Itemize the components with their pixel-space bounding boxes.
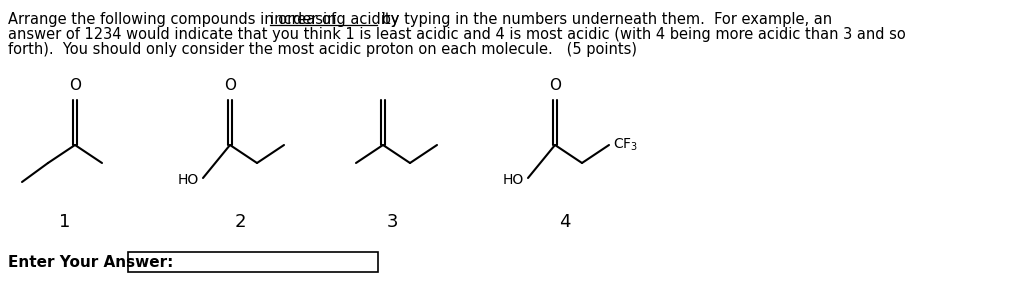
Bar <box>128 252 378 272</box>
Text: HO: HO <box>178 173 199 187</box>
Text: by typing in the numbers underneath them.  For example, an: by typing in the numbers underneath them… <box>377 12 833 27</box>
Text: forth).  You should only consider the most acidic proton on each molecule.   (5 : forth). You should only consider the mos… <box>8 42 637 57</box>
Text: 1: 1 <box>59 213 71 231</box>
Text: Enter Your Answer:: Enter Your Answer: <box>8 255 173 270</box>
Text: HO: HO <box>503 173 524 187</box>
Text: 3: 3 <box>386 213 397 231</box>
Text: 2: 2 <box>234 213 246 231</box>
Text: O: O <box>69 78 81 93</box>
Text: CF$_3$: CF$_3$ <box>613 137 638 153</box>
Text: increasing acidity: increasing acidity <box>269 12 399 27</box>
Text: answer of 1234 would indicate that you think 1 is least acidic and 4 is most aci: answer of 1234 would indicate that you t… <box>8 27 906 42</box>
Text: Arrange the following compounds in order of: Arrange the following compounds in order… <box>8 12 341 27</box>
Text: O: O <box>549 78 561 93</box>
Text: 4: 4 <box>559 213 570 231</box>
Text: O: O <box>224 78 236 93</box>
